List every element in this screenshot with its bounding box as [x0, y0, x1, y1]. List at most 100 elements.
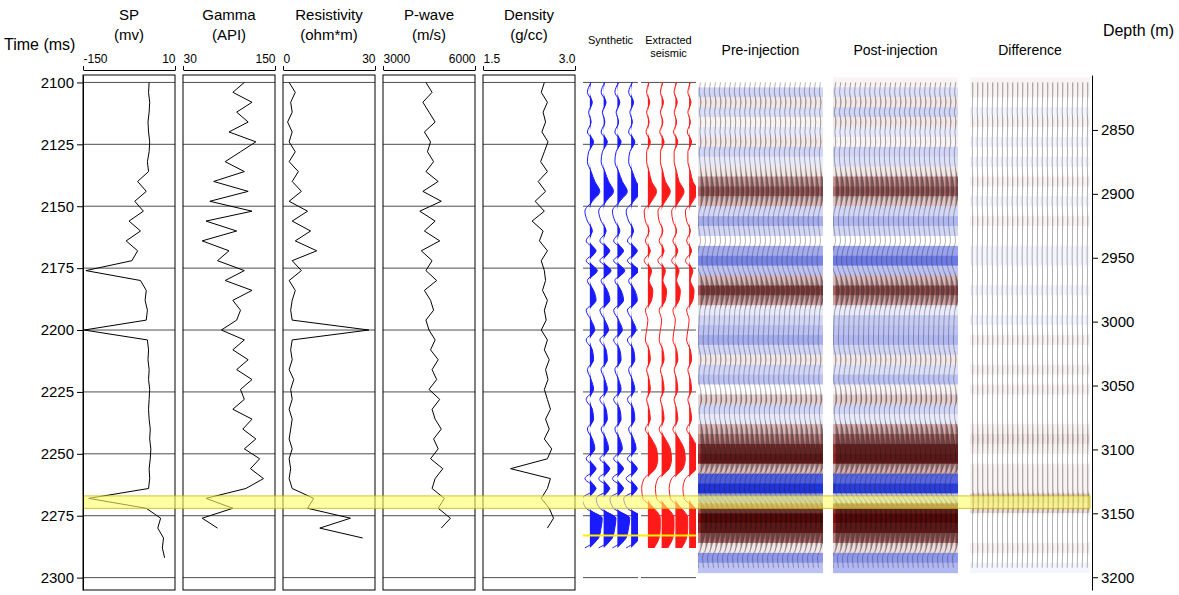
wiggle-fill [1068, 82, 1069, 567]
tick-mark [575, 66, 576, 70]
wiggle-fill [936, 82, 942, 567]
tick-label: 2275 [41, 507, 74, 524]
wiggle-fill [766, 82, 772, 567]
wiggle-trace [920, 82, 932, 567]
wiggle-trace [1032, 82, 1034, 567]
tick: 30 [362, 52, 376, 70]
wiggle-fill [1038, 82, 1039, 567]
tick-label: 3200 [1101, 569, 1134, 586]
wiggle-fill [1023, 82, 1024, 567]
wiggle-trace [1027, 82, 1029, 567]
wiggle-trace [1082, 82, 1084, 567]
wiggle-trace [1087, 82, 1089, 567]
grid-line [83, 82, 175, 83]
wiggle-fill [1043, 82, 1044, 567]
tick-label: 2100 [41, 74, 74, 91]
axis-title: Depth (m) [1103, 22, 1174, 39]
tick-mark [77, 516, 83, 517]
wiggle-fill [978, 82, 979, 567]
track-unit: (g/cc) [510, 26, 548, 43]
wiggle-fill [736, 82, 742, 567]
tick-mark [1092, 449, 1098, 450]
figure: -15010SP(mv)30150Gamma(API)030Resistivit… [0, 0, 1179, 595]
grid-line [483, 144, 575, 145]
wiggle-fill [988, 82, 989, 567]
wiggle-fill [926, 82, 932, 567]
wiggle-trace [705, 82, 717, 567]
grid-line [383, 268, 475, 269]
tick-mark [375, 66, 376, 70]
wiggle-fill [1053, 82, 1054, 567]
panel-frame [183, 75, 275, 590]
wiggle-fill [921, 82, 927, 567]
amplitude-cell [970, 305, 1090, 315]
axis-line [1092, 76, 1093, 591]
grid-line [383, 453, 475, 454]
amplitude-cell [970, 167, 1090, 177]
panel-frame [83, 75, 175, 590]
text-line: Extracted [645, 34, 691, 46]
wiggle-fill [796, 82, 802, 567]
grid-line [83, 515, 175, 516]
wiggle-fill [983, 82, 984, 567]
tick-label: 150 [255, 52, 275, 66]
wiggle-fill [856, 82, 862, 567]
grid-line [183, 268, 275, 269]
amplitude-cell [970, 404, 1090, 414]
wiggle-fill [716, 82, 722, 567]
wiggle-trace [790, 82, 802, 567]
wiggle-trace [860, 82, 872, 567]
tick: 3.0 [559, 52, 576, 70]
x-axis: 30150 [184, 52, 276, 71]
grid-line [183, 82, 275, 83]
wiggle-fill [751, 82, 757, 567]
wiggle-fill [701, 82, 707, 567]
tick: 2100 [41, 74, 83, 91]
track-title: Pre-injection [722, 42, 800, 58]
grid-line [183, 453, 275, 454]
tick-mark [83, 66, 84, 70]
wiggle-fill [851, 82, 857, 567]
wiggle-fill [756, 82, 762, 567]
grid-line [83, 144, 175, 145]
grid-line [83, 577, 175, 578]
amplitude-cell [970, 186, 1090, 196]
tick-mark [1092, 386, 1098, 387]
wiggle-trace [720, 82, 732, 567]
track-unit: (mv) [114, 26, 144, 43]
tick: 2850 [1092, 121, 1134, 138]
wiggle-trace [785, 82, 797, 567]
wiggle-trace [735, 82, 747, 567]
grid-line [83, 453, 175, 454]
wiggle-trace [972, 82, 974, 567]
tick-mark [77, 578, 83, 579]
axis-line [84, 70, 176, 71]
wiggle-trace [910, 82, 922, 567]
tick: 2900 [1092, 185, 1134, 202]
track-title: Post-injection [853, 42, 937, 58]
tick: 2250 [41, 445, 83, 462]
plot-area [288, 82, 369, 538]
amplitude-cell [970, 236, 1090, 246]
wiggle-trace [669, 82, 688, 547]
tick-label: 2225 [41, 383, 74, 400]
x-axis: -15010 [84, 52, 176, 71]
wiggle-trace [800, 82, 812, 567]
wiggle-trace [624, 82, 638, 547]
amplitude-cell [970, 454, 1090, 464]
wiggle-trace [900, 82, 912, 567]
wiggle-fill [931, 82, 937, 567]
wiggle-trace [1047, 82, 1049, 567]
amplitude-cell [970, 325, 1090, 335]
wiggle-fill [806, 82, 812, 567]
tick: 3000 [384, 52, 411, 70]
grid-line [483, 391, 575, 392]
wiggle-trace [1022, 82, 1024, 567]
panel-frame [383, 75, 475, 590]
wiggle-trace [795, 82, 807, 567]
tick-label: 2250 [41, 445, 74, 462]
amplitude-cell [833, 216, 958, 226]
tick-mark [77, 82, 83, 83]
x-axis: 1.53.0 [484, 52, 576, 71]
grid-line [383, 515, 475, 516]
